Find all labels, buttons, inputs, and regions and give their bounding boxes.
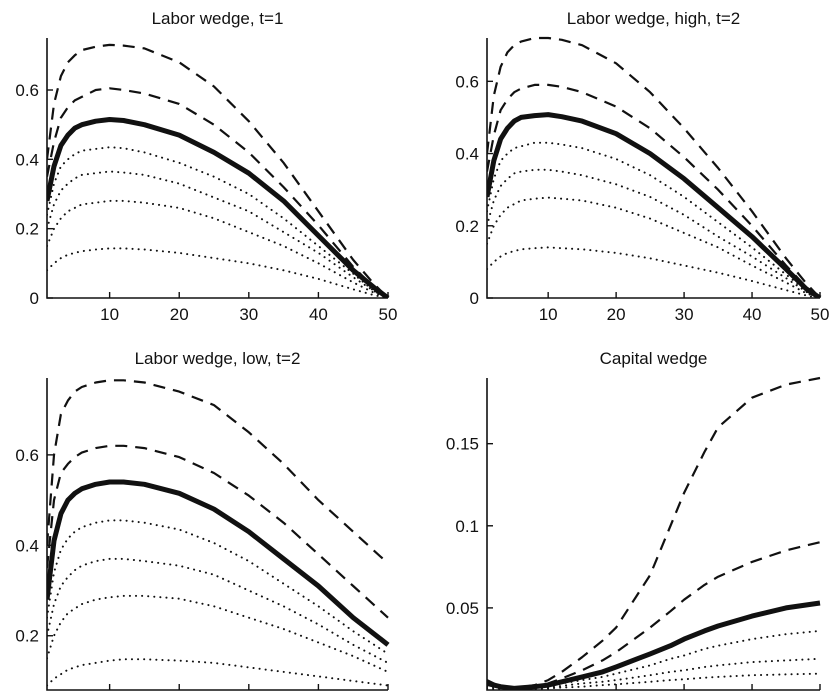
y-tick-label: 0.15 — [446, 435, 479, 454]
series-line-solid-3 — [487, 600, 821, 690]
x-tick-label: 40 — [309, 305, 328, 324]
series-line-dotted-4 — [47, 146, 389, 298]
series-line-dotted-6 — [47, 199, 389, 298]
axes-frame — [486, 38, 820, 299]
series-line-dotted-7 — [47, 658, 389, 687]
x-tick-label: 30 — [675, 305, 694, 324]
series-group — [487, 376, 821, 690]
series-line-dotted-4 — [47, 519, 389, 655]
y-tick-label: 0.2 — [15, 627, 39, 646]
x-tick-label: 50 — [811, 305, 830, 324]
y-tick-label: 0.4 — [15, 536, 39, 555]
x-tick-label: 10 — [539, 305, 558, 324]
series-line-dotted-4 — [487, 629, 821, 690]
x-tick-label: 50 — [379, 305, 398, 324]
series-line-dashed-2 — [487, 83, 821, 298]
series-line-dotted-5 — [47, 557, 389, 664]
y-tick-label: 0 — [470, 289, 479, 308]
chart-panel-1: Labor wedge, t=1 10 20 30 40 50 0 0.2 0.4 0.6 — [15, 9, 397, 324]
x-tick-label: 40 — [743, 305, 762, 324]
series-group — [487, 36, 822, 298]
y-tick-label: 0.4 — [15, 150, 39, 169]
x-tick-label: 20 — [607, 305, 626, 324]
y-tick-label: 0.05 — [446, 599, 479, 618]
series-line-dashed-1 — [47, 379, 389, 565]
chart-title: Labor wedge, t=1 — [152, 9, 284, 28]
series-line-solid-3 — [487, 112, 822, 298]
series-line-dotted-6 — [47, 594, 389, 673]
chart-panel-4: Capital wedge10203040500.050.10.15 — [446, 349, 821, 691]
y-tick-label: 0.4 — [455, 145, 479, 164]
series-line-dashed-1 — [487, 36, 821, 298]
x-tick-label: 20 — [170, 305, 189, 324]
series-group — [47, 43, 390, 298]
y-tick-label: 0.6 — [15, 446, 39, 465]
y-tick-label: 0.2 — [455, 217, 479, 236]
chart-title: Capital wedge — [600, 349, 708, 368]
series-line-dashed-1 — [47, 43, 389, 298]
axes-frame — [486, 378, 820, 691]
series-line-solid-3 — [47, 479, 390, 647]
series-line-dotted-5 — [487, 657, 821, 690]
series-line-dotted-4 — [487, 141, 821, 298]
y-tick-label: 0 — [30, 289, 39, 308]
y-tick-label: 0.6 — [15, 81, 39, 100]
series-line-dotted-7 — [47, 247, 389, 298]
y-tick-label: 0.2 — [15, 220, 39, 239]
y-tick-label: 0.1 — [455, 517, 479, 536]
axes-frame — [46, 378, 388, 691]
y-tick-label: 0.6 — [455, 72, 479, 91]
series-group — [47, 379, 390, 687]
x-tick-label: 30 — [239, 305, 258, 324]
chart-title: Labor wedge, low, t=2 — [135, 349, 301, 368]
chart-title: Labor wedge, high, t=2 — [567, 9, 740, 28]
chart-panel-2: Labor wedge, high, t=2 10 20 30 40 50 0 0.2 0.4 0… — [455, 9, 829, 324]
series-line-solid-3 — [47, 117, 390, 298]
series-line-dotted-5 — [47, 170, 389, 298]
series-line-dashed-2 — [47, 87, 389, 298]
x-tick-label: 10 — [100, 305, 119, 324]
series-line-dashed-2 — [47, 444, 389, 619]
series-line-dashed-1 — [487, 376, 821, 690]
series-line-dotted-7 — [487, 246, 821, 298]
series-line-dotted-5 — [487, 168, 821, 298]
